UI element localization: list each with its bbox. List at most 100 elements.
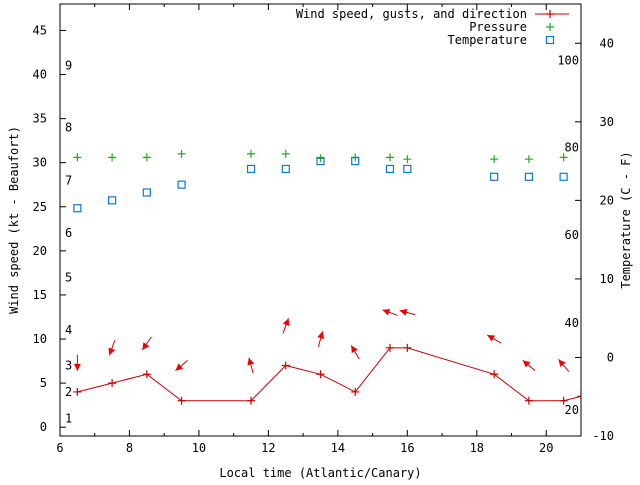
temperature-point [385,164,395,174]
temperature-point [107,196,117,205]
y-tick-label: 45 [33,23,47,37]
wind-speed-point [351,387,360,396]
fahrenheit-label: 80 [565,141,579,155]
fahrenheit-label: 100 [557,54,579,68]
wind-arrow-head [73,363,81,371]
pressure-point [177,149,186,158]
tick-labels: 6 8 10 12 14 16 18 20051015202530354045-1001020… [33,23,614,455]
legend: Wind speed, gusts, and directionPressure… [296,7,569,47]
pressure-point [108,153,117,162]
beaufort-label: 9 [65,59,72,73]
pressure-point [142,153,151,162]
wind-arrow-head [282,318,290,327]
wind-arrow-head [175,363,184,371]
legend-label: Pressure [469,20,527,34]
wind-speed-point [247,396,256,405]
temperature-point [403,164,412,174]
pressure-point [316,154,325,163]
pressure-point [490,155,499,164]
wind-speed-point [108,379,117,388]
beaufort-label: 4 [65,323,72,337]
y2-tick-label: 40 [600,36,614,50]
y-tick-label: 5 [40,376,47,390]
y-tick-label: 20 [33,244,47,258]
y-tick-label: 30 [33,156,47,170]
wind-arrow-head [142,342,150,350]
beaufort-label: 1 [65,411,72,425]
x-tick-label: 8 [126,441,133,455]
wind-arrow-head [382,308,391,316]
beaufort-label: 2 [65,385,72,399]
y2-tick-label: 0 [607,350,614,364]
beaufort-label: 5 [65,270,72,284]
wind-direction-arrows [73,308,570,374]
y-tick-label: 35 [33,112,47,126]
wind-arrow-head [487,335,496,342]
y2-tick-label: 10 [600,272,614,286]
x-tick-label: 20 [539,441,553,455]
y2-axis-label: Temperature (C - F) [619,151,633,288]
series-content [73,149,581,405]
wind-speed-point [524,396,533,405]
y2-tick-label: 30 [600,115,614,129]
pressure-point [403,155,412,164]
beaufort-label: 7 [65,173,72,187]
wind-arrow-head [247,357,255,366]
beaufort-label: 8 [65,120,72,134]
wind-arrow-head [522,360,531,368]
legend-marker [546,10,554,18]
wind-speed-point [142,370,151,379]
y-tick-label: 40 [33,68,47,82]
wind-arrow-head [399,308,408,316]
wind-speed-point [490,370,499,379]
temperature-point [73,204,82,213]
y-tick-label: 25 [33,200,47,214]
pressure-point [281,149,290,158]
beaufort-label: 6 [65,226,72,240]
pressure-point [247,149,256,158]
y2-tick-label: -10 [592,429,614,443]
y2-tick-label: 20 [600,193,614,207]
x-tick-label: 10 [192,441,206,455]
wind-arrow-head [108,347,116,356]
wind-arrow-head [317,331,325,339]
x-tick-label: 12 [261,441,275,455]
legend-label: Temperature [448,33,527,47]
temperature-point [246,164,256,174]
series-layer [73,149,581,405]
fahrenheit-label: 20 [565,403,579,417]
wind-speed-point [385,343,394,352]
legend-label: Wind speed, gusts, and direction [296,7,527,21]
legend-marker [545,35,555,45]
pressure-point [385,153,394,162]
wind-arrow-head [558,359,566,367]
temperature-point [559,172,568,181]
wind-speed-point [577,392,581,401]
axis-ticks [59,4,581,437]
x-axis-label: Local time (Atlantic/Canary) [219,466,421,480]
beaufort-label: 3 [65,358,72,372]
x-tick-label: 6 [56,441,63,455]
temperature-point [524,172,534,181]
x-tick-label: 14 [331,441,345,455]
temperature-point [281,164,290,174]
x-tick-label: 18 [470,441,484,455]
wind-speed-point [316,370,325,379]
y-tick-label: 15 [33,288,47,302]
pressure-point [559,153,568,162]
y-axis-label: Wind speed (kt - Beaufort) [7,126,21,314]
fahrenheit-label: 60 [565,228,579,242]
temperature-point [490,172,499,181]
fahrenheit-label: 40 [565,316,579,330]
temperature-point [316,156,325,166]
wind-speed-point [177,396,186,405]
wind-speed-point [73,387,82,396]
wind-speed-point [559,396,568,405]
wind-speed-line [77,347,581,402]
plot-frame [59,3,582,437]
y-tick-label: 10 [33,332,47,346]
x-tick-label: 16 [400,441,414,455]
